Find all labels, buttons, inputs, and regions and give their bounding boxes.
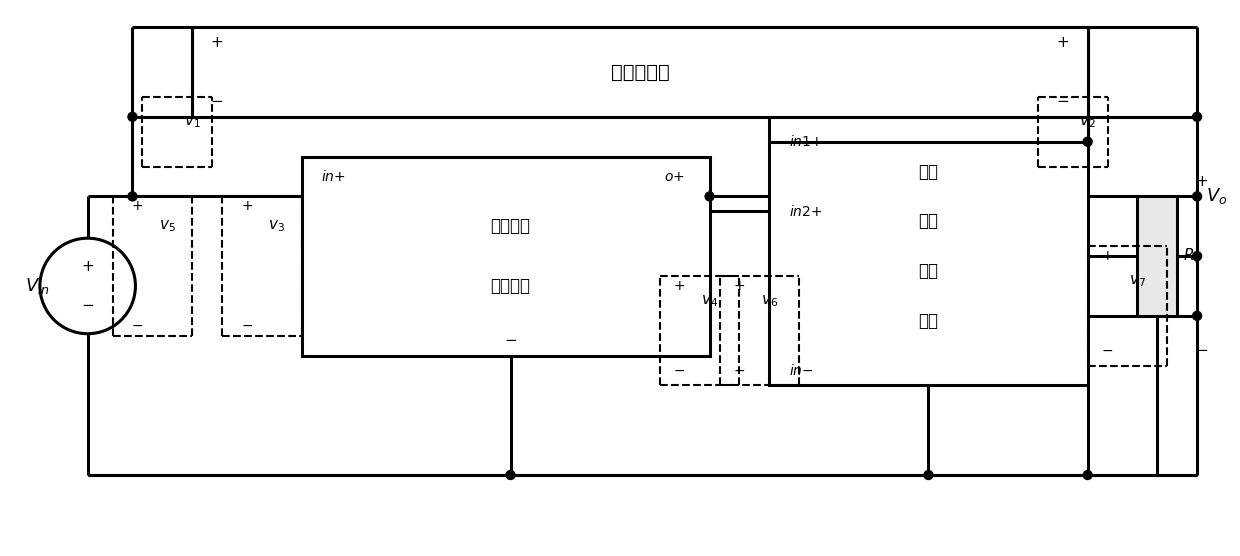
Text: −: − [241, 319, 253, 332]
Text: +: + [211, 34, 223, 49]
Text: $in$−: $in$− [789, 363, 813, 378]
Circle shape [1193, 112, 1202, 121]
Text: $V_{in}$: $V_{in}$ [26, 276, 51, 296]
Text: +: + [131, 200, 144, 214]
Text: $V_o$: $V_o$ [1207, 186, 1228, 206]
Text: −: − [1101, 344, 1114, 358]
Text: 直流变压器: 直流变压器 [610, 62, 670, 82]
Circle shape [706, 192, 714, 201]
Text: −: − [1195, 343, 1209, 358]
Text: $in2$+: $in2$+ [789, 204, 823, 219]
Text: 非隔离直: 非隔离直 [491, 217, 531, 235]
Text: +: + [673, 279, 686, 293]
Circle shape [128, 112, 136, 121]
Bar [1137, 196, 1177, 316]
Text: $v_3$: $v_3$ [268, 219, 285, 234]
Text: +: + [1101, 249, 1114, 263]
Circle shape [506, 470, 515, 479]
Text: −: − [82, 299, 94, 314]
Text: −: − [211, 95, 223, 110]
Text: $v_1$: $v_1$ [184, 114, 201, 130]
Text: +: + [1056, 34, 1069, 49]
Circle shape [128, 192, 136, 201]
Text: 流变换器: 流变换器 [491, 277, 531, 295]
Text: −: − [131, 319, 144, 332]
Bar [301, 157, 709, 356]
Text: $v_5$: $v_5$ [159, 219, 176, 234]
Bar [192, 27, 1087, 117]
Text: −: − [673, 364, 686, 378]
Text: $v_7$: $v_7$ [1128, 273, 1146, 289]
Text: $v_4$: $v_4$ [701, 293, 718, 309]
Text: −: − [1056, 95, 1069, 110]
Text: 流变: 流变 [919, 262, 939, 280]
Text: 双输: 双输 [919, 162, 939, 181]
Circle shape [1193, 252, 1202, 261]
Text: 入直: 入直 [919, 212, 939, 230]
Text: $in1$+: $in1$+ [789, 134, 823, 149]
Text: −: − [734, 364, 745, 378]
Text: +: + [241, 200, 253, 214]
Bar [769, 117, 1087, 385]
Circle shape [924, 470, 932, 479]
Circle shape [1084, 470, 1092, 479]
Text: $o$+: $o$+ [665, 170, 684, 183]
Circle shape [1084, 137, 1092, 146]
Circle shape [1193, 311, 1202, 320]
Text: 压器: 压器 [919, 312, 939, 330]
Text: +: + [1195, 174, 1209, 189]
Text: +: + [734, 279, 745, 293]
Text: $in$+: $in$+ [321, 169, 346, 184]
Text: −: − [505, 333, 517, 348]
Text: $v_6$: $v_6$ [760, 293, 777, 309]
Text: $v_2$: $v_2$ [1079, 114, 1096, 130]
Text: +: + [82, 259, 94, 274]
Text: $R_o$: $R_o$ [1183, 247, 1202, 265]
Circle shape [1193, 192, 1202, 201]
